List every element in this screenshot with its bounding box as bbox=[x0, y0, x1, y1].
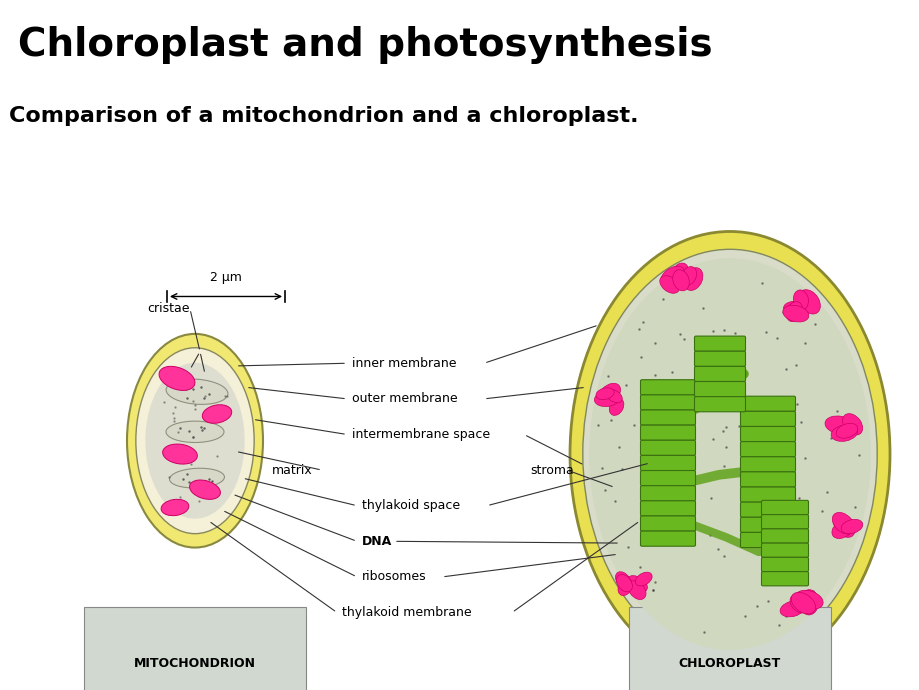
Ellipse shape bbox=[783, 302, 801, 313]
Ellipse shape bbox=[799, 590, 818, 615]
Ellipse shape bbox=[786, 302, 801, 322]
Ellipse shape bbox=[782, 305, 808, 322]
Text: cristae: cristae bbox=[147, 302, 190, 315]
FancyBboxPatch shape bbox=[640, 440, 695, 455]
FancyBboxPatch shape bbox=[640, 380, 695, 395]
FancyBboxPatch shape bbox=[740, 487, 795, 502]
Text: MITOCHONDRION: MITOCHONDRION bbox=[134, 657, 255, 670]
Ellipse shape bbox=[798, 290, 820, 314]
FancyBboxPatch shape bbox=[640, 471, 695, 486]
Text: 2 μm: 2 μm bbox=[210, 271, 242, 284]
FancyBboxPatch shape bbox=[694, 397, 744, 412]
FancyBboxPatch shape bbox=[740, 502, 795, 518]
Ellipse shape bbox=[790, 592, 815, 614]
Text: stroma: stroma bbox=[529, 464, 573, 477]
FancyBboxPatch shape bbox=[740, 411, 795, 426]
FancyBboxPatch shape bbox=[740, 396, 795, 411]
FancyBboxPatch shape bbox=[640, 516, 695, 531]
Text: thylakoid membrane: thylakoid membrane bbox=[342, 606, 471, 619]
Ellipse shape bbox=[163, 444, 197, 464]
Ellipse shape bbox=[779, 601, 804, 617]
FancyBboxPatch shape bbox=[694, 366, 744, 382]
Ellipse shape bbox=[596, 388, 614, 400]
Ellipse shape bbox=[598, 384, 619, 404]
Ellipse shape bbox=[626, 575, 647, 593]
Ellipse shape bbox=[202, 405, 232, 423]
Ellipse shape bbox=[608, 398, 623, 415]
FancyBboxPatch shape bbox=[761, 500, 808, 515]
Text: DNA: DNA bbox=[361, 535, 391, 548]
Text: inner membrane: inner membrane bbox=[352, 357, 456, 370]
FancyBboxPatch shape bbox=[640, 395, 695, 410]
FancyBboxPatch shape bbox=[640, 425, 695, 440]
FancyBboxPatch shape bbox=[640, 501, 695, 516]
Ellipse shape bbox=[830, 425, 857, 442]
Ellipse shape bbox=[792, 290, 808, 310]
Ellipse shape bbox=[594, 391, 619, 406]
Ellipse shape bbox=[684, 268, 702, 290]
Ellipse shape bbox=[136, 348, 254, 533]
Ellipse shape bbox=[127, 334, 263, 548]
Ellipse shape bbox=[840, 520, 862, 533]
Ellipse shape bbox=[161, 500, 188, 515]
FancyBboxPatch shape bbox=[694, 382, 744, 397]
FancyBboxPatch shape bbox=[740, 518, 795, 533]
FancyBboxPatch shape bbox=[640, 531, 695, 546]
FancyBboxPatch shape bbox=[761, 529, 808, 543]
Ellipse shape bbox=[159, 366, 195, 391]
Ellipse shape bbox=[824, 416, 854, 434]
Ellipse shape bbox=[606, 390, 621, 403]
FancyBboxPatch shape bbox=[740, 457, 795, 472]
FancyBboxPatch shape bbox=[761, 558, 808, 571]
FancyBboxPatch shape bbox=[740, 533, 795, 548]
Ellipse shape bbox=[842, 414, 862, 435]
Ellipse shape bbox=[582, 249, 876, 659]
Ellipse shape bbox=[615, 572, 630, 589]
Ellipse shape bbox=[588, 258, 870, 650]
Ellipse shape bbox=[145, 363, 244, 519]
Ellipse shape bbox=[189, 480, 221, 500]
Ellipse shape bbox=[659, 276, 679, 293]
Text: thylakoid space: thylakoid space bbox=[361, 499, 460, 512]
FancyBboxPatch shape bbox=[761, 571, 808, 586]
Ellipse shape bbox=[169, 469, 224, 488]
Ellipse shape bbox=[831, 519, 854, 538]
Ellipse shape bbox=[681, 266, 696, 285]
FancyBboxPatch shape bbox=[694, 336, 744, 351]
Text: Chloroplast and photosynthesis: Chloroplast and photosynthesis bbox=[18, 26, 712, 64]
Ellipse shape bbox=[618, 578, 631, 595]
FancyBboxPatch shape bbox=[740, 426, 795, 442]
FancyBboxPatch shape bbox=[740, 442, 795, 457]
FancyBboxPatch shape bbox=[640, 455, 695, 471]
FancyBboxPatch shape bbox=[694, 351, 744, 366]
Ellipse shape bbox=[165, 421, 223, 442]
Text: intermembrane space: intermembrane space bbox=[352, 428, 490, 441]
Ellipse shape bbox=[832, 513, 854, 534]
FancyBboxPatch shape bbox=[640, 410, 695, 425]
FancyBboxPatch shape bbox=[740, 472, 795, 487]
Ellipse shape bbox=[794, 590, 823, 609]
Ellipse shape bbox=[660, 266, 684, 286]
Ellipse shape bbox=[835, 424, 857, 438]
Ellipse shape bbox=[166, 379, 228, 404]
Ellipse shape bbox=[672, 270, 688, 290]
Text: outer membrane: outer membrane bbox=[352, 393, 457, 405]
Ellipse shape bbox=[635, 572, 652, 586]
FancyBboxPatch shape bbox=[761, 543, 808, 558]
FancyBboxPatch shape bbox=[640, 486, 695, 501]
Ellipse shape bbox=[628, 581, 645, 600]
Text: CHLOROPLAST: CHLOROPLAST bbox=[678, 657, 780, 670]
Text: matrix: matrix bbox=[272, 464, 312, 477]
FancyBboxPatch shape bbox=[761, 515, 808, 529]
Ellipse shape bbox=[616, 575, 631, 592]
Ellipse shape bbox=[789, 595, 807, 613]
Ellipse shape bbox=[670, 263, 687, 283]
Ellipse shape bbox=[833, 515, 854, 538]
Text: Comparison of a mitochondrion and a chloroplast.: Comparison of a mitochondrion and a chlo… bbox=[9, 106, 638, 126]
Text: ribosomes: ribosomes bbox=[361, 571, 426, 584]
Ellipse shape bbox=[570, 231, 889, 677]
